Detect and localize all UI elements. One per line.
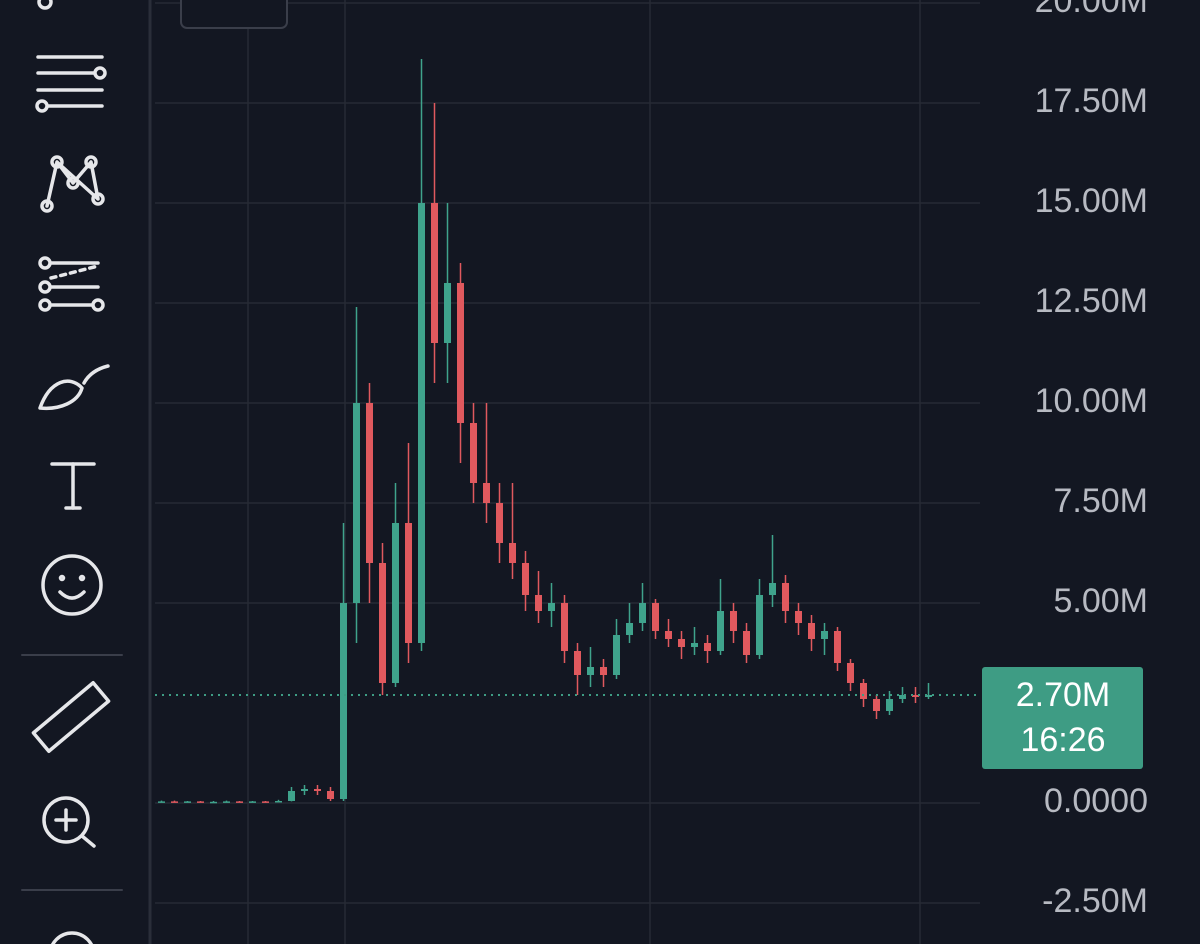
candle-body (522, 563, 529, 595)
candle-body (925, 695, 932, 697)
candle-body (847, 663, 854, 683)
lines-tool[interactable] (35, 55, 107, 113)
more-tool[interactable] (50, 931, 94, 944)
candle-body (665, 631, 672, 639)
candle-body (691, 643, 698, 647)
candle-body (574, 651, 581, 675)
last-price-badge (982, 667, 1143, 769)
candle-body (548, 603, 555, 611)
y-tick-label: 0.0000 (1044, 782, 1148, 820)
candle-body (379, 563, 386, 683)
candle-body (613, 635, 620, 675)
candle-body (639, 603, 646, 623)
candle-body (600, 667, 607, 675)
fib-tool[interactable] (38, 256, 105, 312)
left-toolbar (21, 0, 123, 944)
candle-body (587, 667, 594, 675)
y-tick-label: 12.50M (1035, 282, 1148, 320)
candle-body (327, 791, 334, 799)
y-axis: -2.50M 0.0000 5.00M 7.50M 10.00M 12.50M 15.00M… (982, 0, 1148, 920)
candle-body (821, 631, 828, 639)
candle-body (483, 483, 490, 503)
y-tick-label: 7.50M (1054, 482, 1149, 520)
candles (155, 59, 980, 804)
candle-body (262, 801, 269, 803)
candle-body (249, 801, 256, 803)
brush-tool[interactable] (38, 364, 110, 411)
y-tick-label: 17.50M (1035, 82, 1148, 120)
candle-body (756, 595, 763, 655)
candle-body (496, 503, 503, 543)
candle-body (314, 789, 321, 791)
candle-body (210, 801, 217, 804)
candle-body (171, 801, 178, 803)
candle-body (288, 791, 295, 801)
text-tool[interactable] (50, 462, 96, 510)
candle-body (431, 203, 438, 343)
candle-body (730, 611, 737, 631)
candle-body (678, 639, 685, 647)
y-tick-label: -2.50M (1042, 882, 1148, 920)
candle-body (444, 283, 451, 343)
candle-body (509, 543, 516, 563)
candle-body (392, 523, 399, 683)
candle-body (704, 643, 711, 651)
candle-body (652, 603, 659, 631)
candle-body (301, 789, 308, 791)
candle-body (912, 695, 919, 697)
candle-body (470, 423, 477, 483)
emoji-tool[interactable] (41, 554, 103, 616)
candle-body (236, 801, 243, 803)
candle-body (197, 801, 204, 803)
candle-body (873, 699, 880, 711)
grid (155, 2, 980, 904)
candle-body (223, 801, 230, 803)
candle-body (899, 695, 906, 699)
y-tick-label: 5.00M (1054, 582, 1149, 620)
candle-body (626, 623, 633, 635)
candle-body (366, 403, 373, 563)
bar-countdown: 16:26 (1020, 721, 1105, 759)
candle-body (418, 203, 425, 643)
candle-body (717, 611, 724, 651)
candle-body (795, 611, 802, 623)
candle-body (535, 595, 542, 611)
vertical-grid (247, 0, 921, 944)
candle-body (886, 699, 893, 711)
candle-body (353, 403, 360, 603)
zoom-tool[interactable] (42, 796, 96, 848)
y-tick-label: 15.00M (1035, 182, 1148, 220)
candle-body (405, 523, 412, 643)
last-price-label: 2.70M (1016, 676, 1111, 714)
candle-body (860, 683, 867, 699)
ruler-tool[interactable] (31, 680, 111, 754)
y-tick-label: 20.00M (1035, 0, 1148, 20)
candle-body (158, 801, 165, 803)
candle-body (275, 801, 282, 803)
candle-body (834, 631, 841, 663)
pattern-tool[interactable] (40, 155, 105, 213)
candle-body (808, 623, 815, 639)
candle-body (769, 583, 776, 595)
toolbar-button[interactable] (180, 0, 288, 29)
candle-body (782, 583, 789, 611)
candle-body (340, 603, 347, 799)
y-tick-label: 10.00M (1035, 382, 1148, 420)
candle-body (561, 603, 568, 651)
candle-body (743, 631, 750, 655)
candle-body (184, 801, 191, 803)
candle-body (457, 283, 464, 423)
